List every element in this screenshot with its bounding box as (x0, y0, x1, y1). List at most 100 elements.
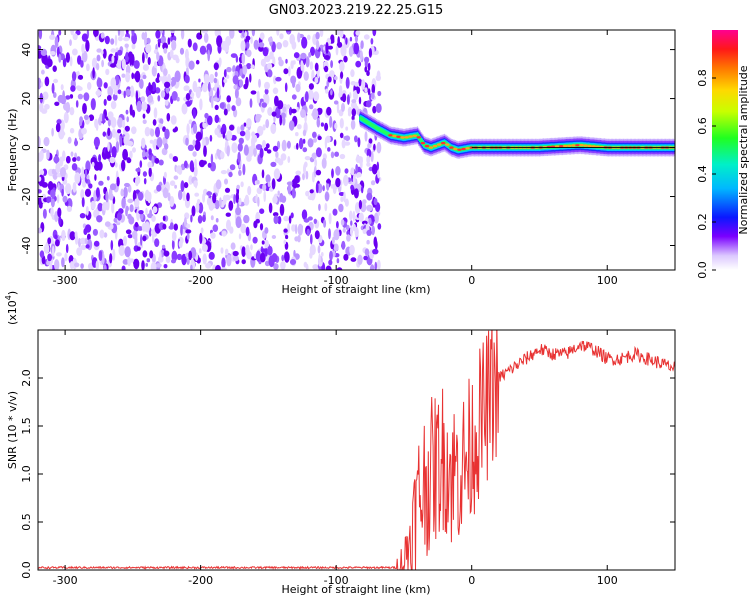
snr-y-ticks: 0.0 0.5 1.0 1.5 2.0 (20, 369, 675, 579)
spectrogram-noise-cell (183, 217, 187, 228)
spectrogram-noise-cell (60, 95, 67, 105)
spectrogram-noise-cell (296, 67, 303, 79)
spectrogram-noise-cell (195, 59, 200, 65)
spectrogram-noise-cell (58, 30, 62, 36)
spectrogram-noise-cell (72, 48, 78, 56)
spectrogram-noise-cell (57, 207, 62, 218)
spectrogram-noise-cell (358, 199, 362, 210)
spectrogram-noise-cell (122, 259, 129, 265)
spectrogram-noise-cell (236, 184, 240, 190)
spectrogram-noise-cell (114, 162, 118, 168)
spectrogram-noise-cell (93, 30, 99, 37)
spectrogram-noise-cell (282, 40, 289, 48)
spectrogram-noise-cell (190, 264, 193, 270)
spectrogram-noise-cell (109, 253, 113, 264)
spectrogram-noise-cell (268, 36, 273, 43)
spectrogram-y-axis-label: Frequency (Hz) (6, 109, 19, 192)
spectrogram-frame (37, 29, 676, 271)
spectrogram-noise-cell (372, 105, 377, 114)
spectrogram-noise-cell (376, 70, 381, 80)
spectrogram-noise-cell (240, 40, 246, 52)
spectrogram-noise-cell (154, 238, 160, 248)
spectrogram-noise-cell (232, 255, 239, 262)
spectrogram-noise-cell (343, 135, 350, 141)
spectrogram-noise-cell (120, 188, 124, 196)
spectrogram-noise-cell (181, 103, 188, 115)
spectrogram-noise-cell (62, 57, 67, 68)
spectrogram-noise-cell (164, 128, 170, 140)
spectrogram-noise-cell (331, 236, 335, 245)
spectrogram-noise-cell (333, 100, 339, 105)
snr-y-axis-label: SNR (10 * v/v) (6, 391, 19, 469)
spectrogram-noise-cell (193, 165, 198, 177)
spectrogram-noise-cell (350, 257, 357, 262)
spectrogram-noise-cell (72, 182, 77, 193)
spectrogram-noise-cell (41, 182, 48, 188)
spectrogram-noise-cell (54, 234, 58, 240)
spectrogram-noise-cell (107, 127, 111, 137)
spectrogram-noise-cell (267, 107, 273, 116)
spectrogram-noise-cell (250, 244, 253, 251)
spectrogram-noise-cell (202, 122, 207, 129)
spectrogram-noise-cell (178, 189, 183, 201)
spectrogram-noise-cell (170, 30, 175, 34)
spectrogram-noise-cell (81, 33, 88, 42)
spectrogram-noise-cell (115, 132, 119, 142)
spectrogram-ridge-peak (587, 144, 592, 148)
spectrogram-noise-cell (178, 240, 183, 249)
spectrogram-noise-cell (92, 67, 95, 79)
spectrogram-noise-cell (145, 207, 148, 216)
spectrogram-noise-cell (62, 150, 66, 162)
spectrogram-noise-cell (359, 50, 363, 61)
spectrogram-noise-cell (188, 175, 193, 185)
spectrogram-noise-cell (185, 229, 192, 234)
spectrogram-noise-cell (363, 255, 368, 261)
spectrogram-ridge-peak (424, 144, 430, 148)
spectrogram-noise-cell (344, 168, 349, 174)
spectrogram-noise-cell (302, 173, 305, 181)
spectrogram-noise-cell (224, 187, 231, 193)
spectrogram-noise-cell (279, 203, 285, 216)
spectrogram-noise-cell (124, 43, 129, 48)
spectrogram-noise-cell (287, 183, 291, 195)
spectrogram-noise-cell (86, 174, 90, 180)
spectrogram-noise-cell (225, 74, 230, 79)
spectrogram-noise-cell (355, 163, 359, 174)
spectrogram-noise-cell (278, 56, 282, 62)
spectrogram-noise-cell (235, 97, 242, 107)
spectrogram-noise-cell (133, 258, 140, 270)
spectrogram-noise-cell (327, 45, 333, 50)
spectrogram-noise-cell (171, 91, 178, 101)
spectrogram-noise-cell (243, 197, 250, 206)
spectrogram-noise-cell (297, 223, 303, 236)
spectrogram-noise-cell (274, 157, 281, 163)
spectrogram-noise-cell (85, 224, 92, 233)
spectrogram-noise-cell (38, 30, 43, 40)
spectrogram-noise-cell (259, 223, 264, 231)
spectrogram-noise-cell (277, 215, 282, 225)
spectrogram-noise-cell (373, 198, 378, 206)
spectrogram-noise-cell (147, 57, 151, 65)
spectrogram-ridge-peak (432, 144, 438, 148)
spectrogram-noise-cell (261, 169, 265, 179)
spectrogram-noise-cell (321, 252, 324, 257)
spectrogram-noise-cell (125, 207, 128, 217)
spectrogram-noise-cell (364, 248, 370, 256)
spectrogram-noise-cell (236, 126, 241, 134)
spectrogram-noise-cell (300, 109, 306, 118)
spectrogram-noise-cell (102, 131, 107, 137)
spectrogram-ridge-peak (461, 147, 466, 151)
spectrogram-noise-cell (65, 95, 71, 100)
spectrogram-noise-cell (180, 180, 185, 193)
spectrogram-noise-cell (297, 235, 301, 243)
spectrogram-noise-cell (223, 69, 227, 78)
spectrogram-noise-cell (47, 237, 52, 245)
spectrogram-noise-cell (148, 148, 152, 156)
spectrogram-noise-cell (189, 160, 194, 172)
spectrogram-noise-cell (286, 140, 291, 149)
spectrogram-noise-cell (328, 228, 331, 240)
spectrogram-noise-cell (346, 230, 350, 236)
spectrogram-noise-cell (305, 263, 309, 270)
spectrogram-noise-cell (262, 183, 267, 191)
spectrogram-noise-cell (194, 139, 201, 152)
